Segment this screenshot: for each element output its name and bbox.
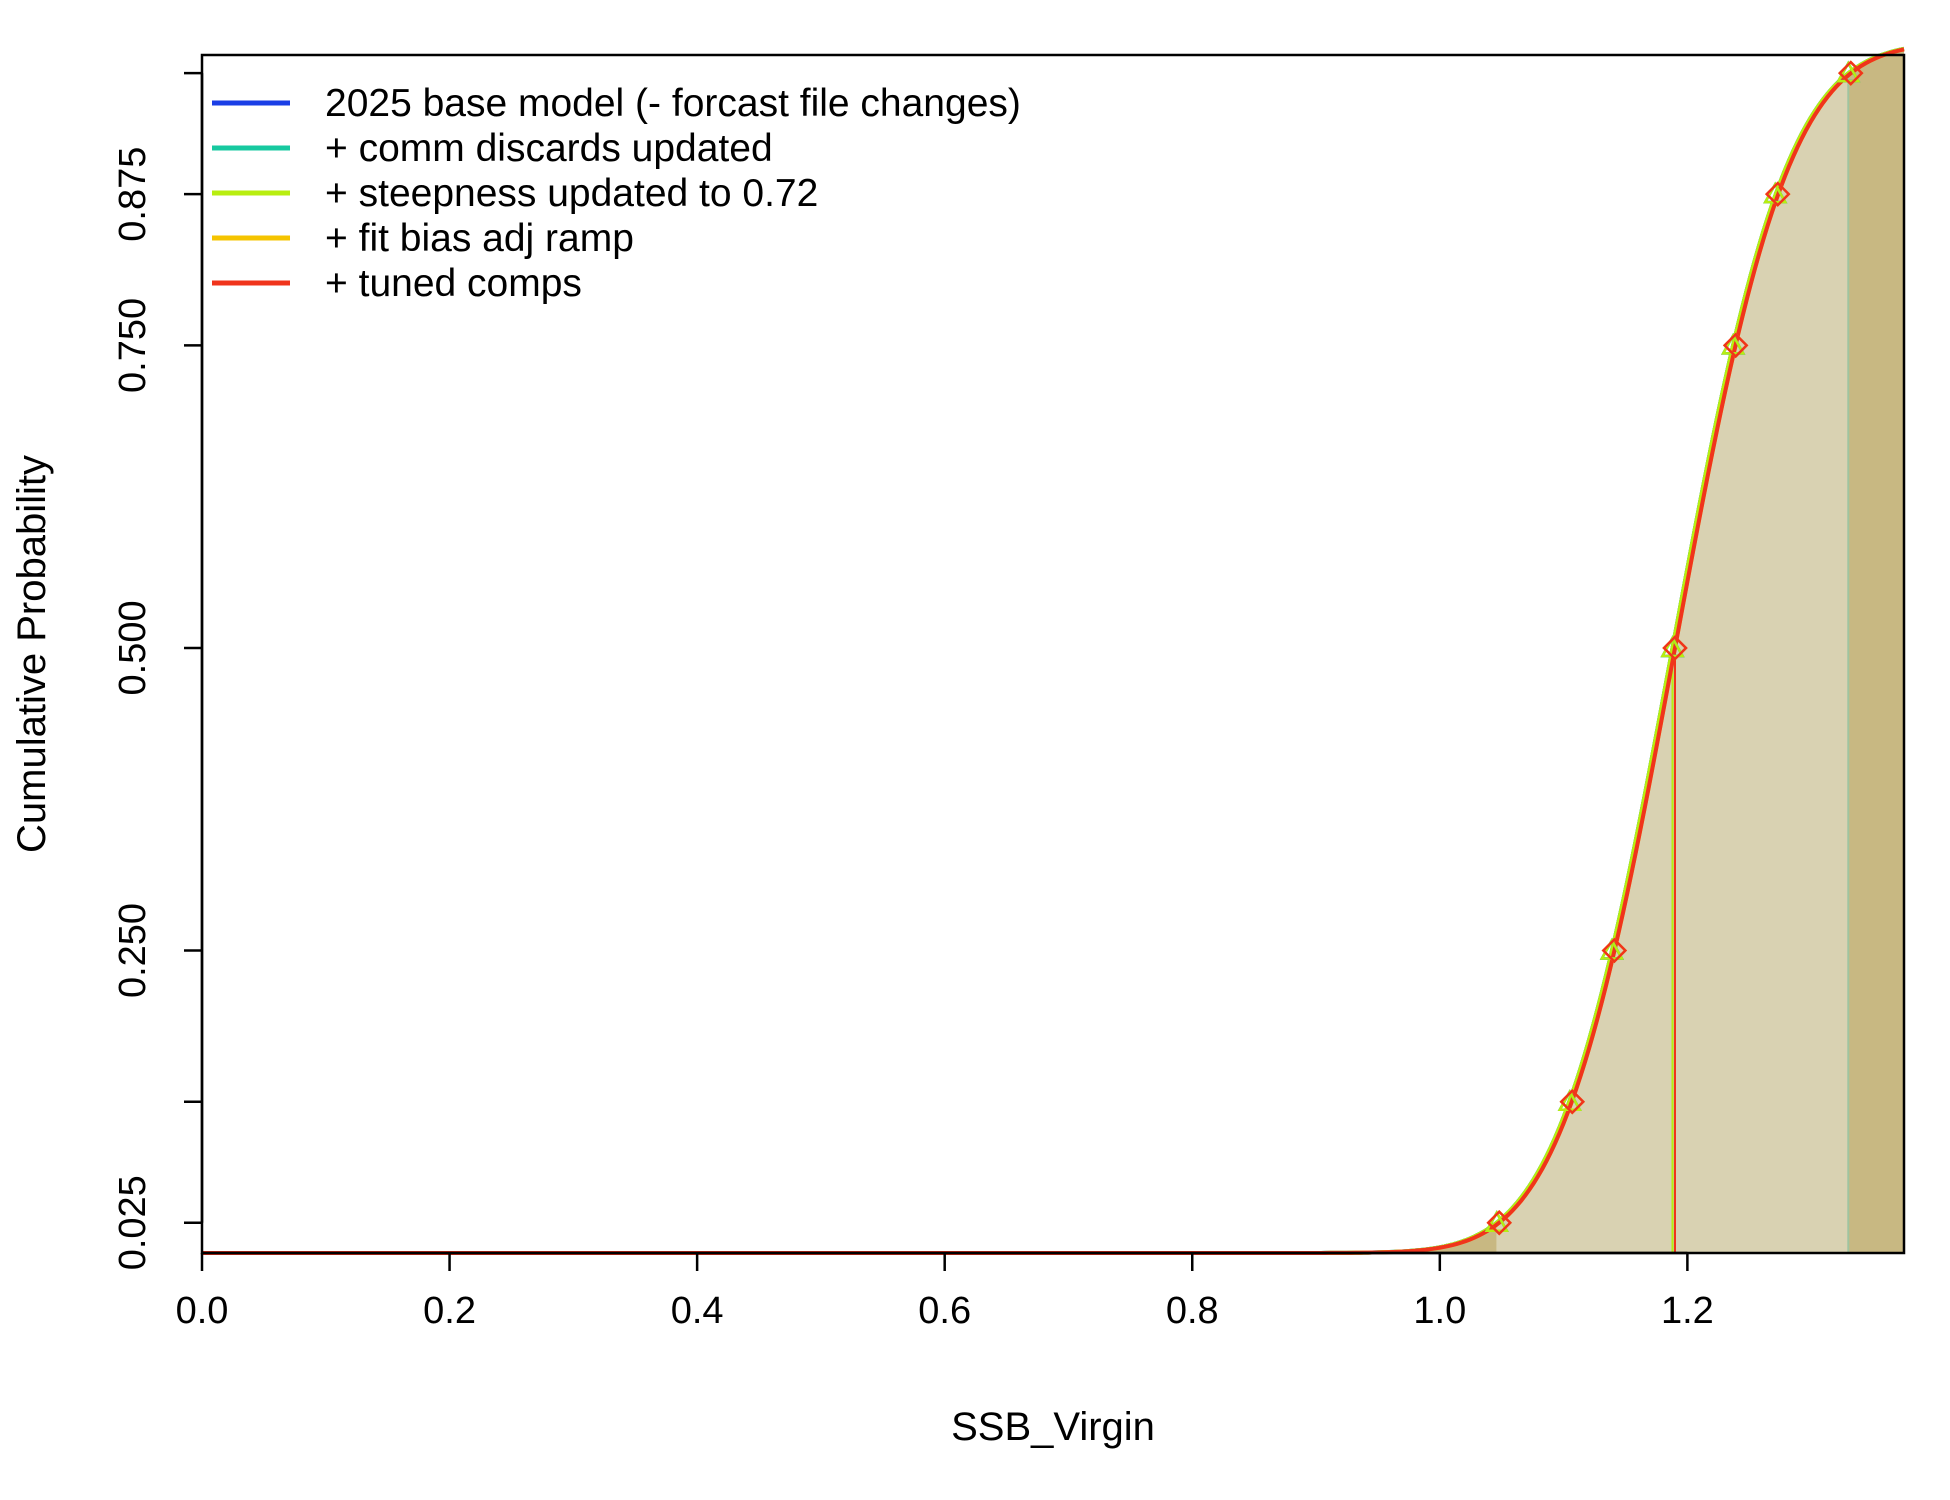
marker-diamond (1722, 332, 1749, 359)
y-tick-label: 0.750 (112, 298, 154, 393)
x-tick-label: 1.2 (1661, 1290, 1714, 1332)
y-axis: 0.025 0.250 0.500 0.750 0.875 (112, 71, 204, 1270)
legend: 2025 base model (- forcast file changes)… (212, 82, 1021, 305)
x-axis: 0.0 0.2 0.4 0.6 0.8 1.0 1.2 (176, 1251, 1714, 1332)
legend-label: + fit bias adj ramp (325, 217, 634, 260)
x-tick-label: 0.8 (1166, 1290, 1219, 1332)
y-tick-label: 0.025 (112, 1175, 154, 1270)
y-axis-label: Cumulative Probability (10, 455, 54, 853)
x-tick-label: 0.4 (671, 1290, 724, 1332)
y-tick-label: 0.500 (112, 600, 154, 695)
shade-region-3 (1848, 48, 1904, 1253)
y-tick-label: 0.875 (112, 147, 154, 242)
x-tick-label: 1.0 (1413, 1290, 1466, 1332)
marker-diamond (1662, 635, 1688, 661)
x-tick-label: 0.2 (423, 1290, 476, 1332)
legend-label: 2025 base model (- forcast file changes) (325, 82, 1021, 125)
quantile-markers (1484, 60, 1864, 1236)
legend-label: + steepness updated to 0.72 (325, 172, 818, 215)
shade-region-1 (202, 1222, 1497, 1253)
marker-diamond (1601, 937, 1628, 964)
legend-label: + tuned comps (325, 262, 582, 305)
marker-diamond (1838, 60, 1864, 86)
marker-diamond (1764, 181, 1791, 207)
x-tick-label: 0.6 (918, 1290, 971, 1332)
x-tick-label: 0.0 (176, 1290, 229, 1332)
marker-diamond (1559, 1088, 1586, 1115)
y-tick-label: 0.250 (112, 903, 154, 998)
marker-diamond (1486, 1209, 1513, 1236)
x-axis-label: SSB_Virgin (951, 1405, 1155, 1449)
legend-label: + comm discards updated (325, 127, 773, 170)
